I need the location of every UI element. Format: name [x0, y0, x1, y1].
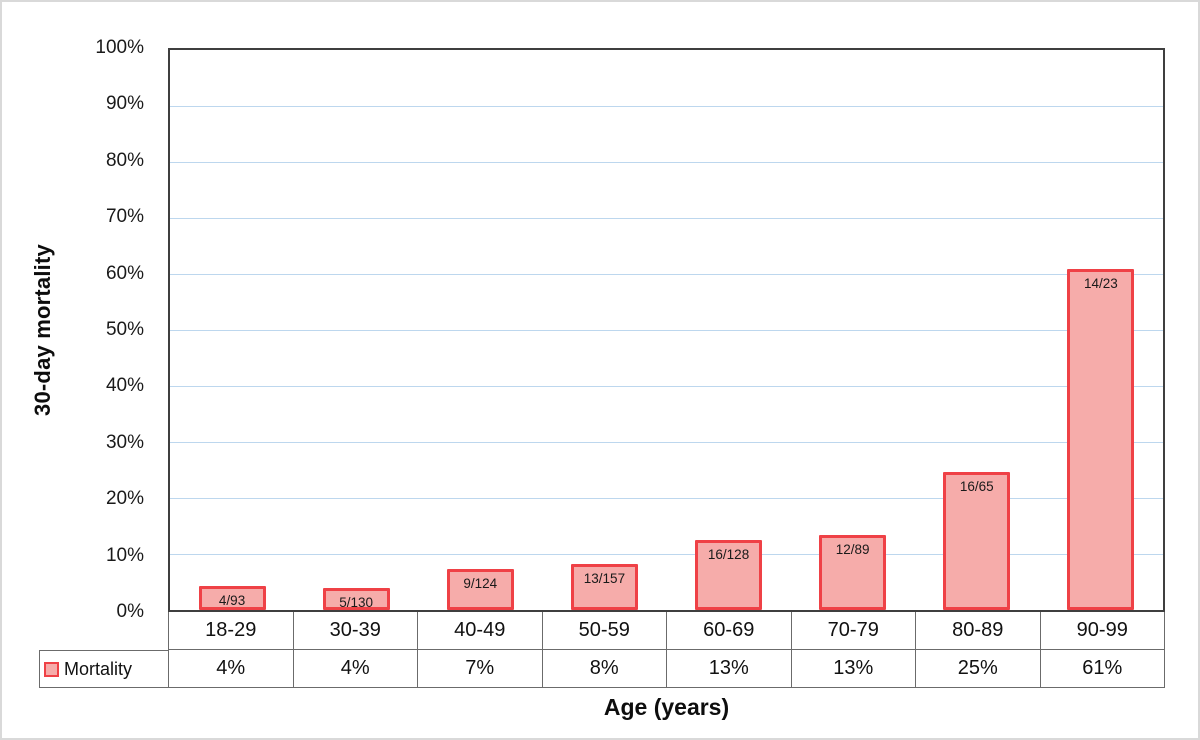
value-cell: 7%	[418, 650, 543, 687]
category-cell: 18-29	[168, 612, 294, 649]
gridline	[170, 274, 1163, 275]
y-axis-ticks: 0% 10% 20% 30% 40% 50% 60% 70% 80% 90% 100%	[58, 37, 144, 622]
bar-label: 13/157	[583, 570, 626, 586]
y-tick-label: 70%	[105, 206, 144, 228]
y-tick-label: 100%	[95, 37, 144, 58]
gridline	[170, 386, 1163, 387]
bar-label: 12/89	[835, 541, 870, 557]
y-tick-label: 50%	[105, 319, 144, 340]
value-cell: 4%	[294, 650, 418, 687]
gridline	[170, 218, 1163, 219]
y-tick-label: 10%	[105, 544, 144, 566]
value-row: 4% 4% 7% 8% 13% 13% 25% 61%	[168, 650, 1165, 688]
category-cell: 80-89	[916, 612, 1041, 649]
value-cell: 13%	[667, 650, 792, 687]
category-cell: 90-99	[1041, 612, 1165, 649]
legend-cell: Mortality	[39, 650, 169, 688]
bar-label: 16/128	[707, 547, 750, 562]
y-tick-label: 20%	[105, 488, 144, 510]
category-cell: 70-79	[792, 612, 916, 649]
y-tick-label: 30%	[105, 431, 144, 453]
plot-area: 4/93 5/130 9/124 13/157 16/128 12/89 16/65 14/2…	[168, 48, 1165, 612]
y-tick-label: 40%	[105, 375, 144, 397]
gridline	[170, 442, 1163, 443]
plot-inner: 4/93 5/130 9/124 13/157 16/128 12/89 16/65 14/2…	[170, 50, 1163, 610]
legend-label: Mortality	[64, 658, 133, 679]
y-tick-label: 60%	[105, 262, 144, 284]
bar-50-59: 13/157	[570, 563, 638, 610]
value-cell: 13%	[792, 650, 916, 687]
y-tick-label: 80%	[105, 149, 144, 171]
value-cell: 4%	[168, 650, 294, 687]
value-cell: 25%	[916, 650, 1041, 687]
category-cell: 50-59	[543, 612, 667, 649]
bar-18-29: 4/93	[198, 585, 266, 610]
y-axis-title: 30-day mortality	[30, 244, 55, 416]
bar-40-49: 9/124	[446, 569, 514, 610]
gridline	[170, 162, 1163, 163]
gridline	[170, 106, 1163, 107]
bar-70-79: 12/89	[819, 534, 887, 610]
bar-30-39: 5/130	[322, 588, 390, 611]
bar-label: 4/93	[218, 592, 246, 608]
bar-90-99: 14/23	[1067, 269, 1135, 610]
value-cell: 8%	[543, 650, 667, 687]
y-tick-label: 0%	[116, 601, 144, 622]
bar-label: 9/124	[463, 576, 498, 592]
legend-swatch-icon	[44, 661, 59, 677]
bar-label: 16/65	[959, 479, 994, 495]
category-cell: 30-39	[294, 612, 418, 649]
category-cell: 40-49	[418, 612, 543, 649]
y-tick-label: 90%	[105, 93, 144, 115]
gridline	[170, 554, 1163, 555]
bar-60-69: 16/128	[695, 540, 763, 610]
bar-label: 5/130	[339, 595, 374, 611]
bar-80-89: 16/65	[943, 472, 1011, 610]
category-cell: 60-69	[667, 612, 792, 649]
value-cell: 61%	[1041, 650, 1165, 687]
bar-label: 14/23	[1084, 276, 1118, 292]
gridline	[170, 330, 1163, 331]
x-axis-title: Age (years)	[603, 694, 730, 720]
category-row: 18-29 30-39 40-49 50-59 60-69 70-79 80-89 90-99	[168, 612, 1165, 650]
gridline	[170, 498, 1163, 499]
